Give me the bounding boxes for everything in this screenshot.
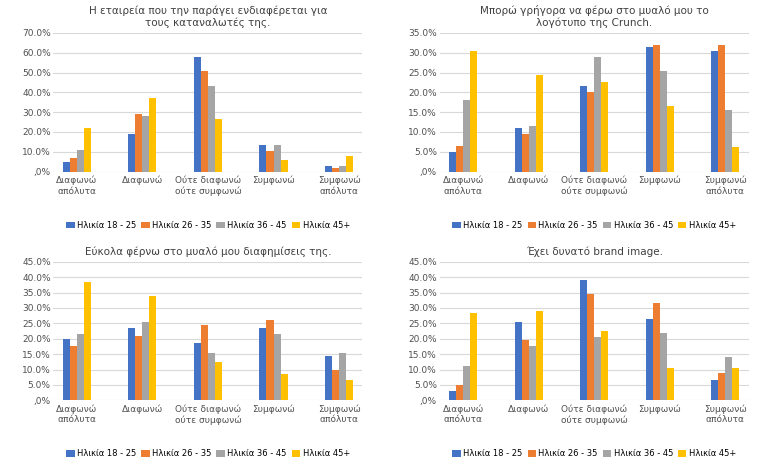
- Bar: [77, 150, 84, 171]
- Bar: [594, 337, 601, 400]
- Bar: [332, 370, 339, 400]
- Legend: Ηλικία 18 - 25, Ηλικία 26 - 35, Ηλικία 36 - 45, Ηλικία 45+: Ηλικία 18 - 25, Ηλικία 26 - 35, Ηλικία 3…: [449, 446, 740, 462]
- Bar: [536, 74, 542, 171]
- Bar: [215, 119, 222, 171]
- Bar: [346, 156, 353, 171]
- Bar: [84, 128, 91, 171]
- Bar: [274, 145, 280, 171]
- Bar: [667, 368, 674, 400]
- Bar: [208, 353, 215, 400]
- Bar: [267, 320, 274, 400]
- Bar: [718, 373, 725, 400]
- Bar: [63, 339, 70, 400]
- Bar: [142, 322, 150, 400]
- Bar: [84, 282, 91, 400]
- Bar: [711, 51, 718, 171]
- Bar: [135, 336, 142, 400]
- Bar: [346, 380, 353, 400]
- Bar: [470, 313, 478, 400]
- Legend: Ηλικία 18 - 25, Ηλικία 26 - 35, Ηλικία 36 - 45, Ηλικία 45+: Ηλικία 18 - 25, Ηλικία 26 - 35, Ηλικία 3…: [63, 217, 353, 233]
- Bar: [463, 100, 470, 171]
- Bar: [652, 303, 660, 400]
- Bar: [660, 333, 667, 400]
- Bar: [274, 334, 280, 400]
- Title: Εύκολα φέρνω στο μυαλό μου διαφημίσεις της.: Εύκολα φέρνω στο μυαλό μου διαφημίσεις τ…: [85, 246, 332, 257]
- Bar: [667, 106, 674, 171]
- Bar: [339, 166, 346, 171]
- Bar: [660, 71, 667, 171]
- Bar: [128, 134, 135, 171]
- Bar: [594, 57, 601, 171]
- Bar: [449, 152, 456, 171]
- Bar: [470, 51, 478, 171]
- Bar: [718, 45, 725, 171]
- Bar: [128, 328, 135, 400]
- Bar: [529, 126, 536, 171]
- Bar: [725, 357, 733, 400]
- Bar: [70, 347, 77, 400]
- Bar: [77, 334, 84, 400]
- Bar: [646, 319, 652, 400]
- Bar: [215, 362, 222, 400]
- Bar: [449, 391, 456, 400]
- Bar: [652, 45, 660, 171]
- Legend: Ηλικία 18 - 25, Ηλικία 26 - 35, Ηλικία 36 - 45, Ηλικία 45+: Ηλικία 18 - 25, Ηλικία 26 - 35, Ηλικία 3…: [63, 446, 353, 462]
- Bar: [280, 374, 287, 400]
- Bar: [515, 322, 522, 400]
- Bar: [260, 145, 267, 171]
- Bar: [194, 57, 201, 171]
- Bar: [588, 294, 594, 400]
- Bar: [580, 87, 588, 171]
- Bar: [339, 353, 346, 400]
- Bar: [515, 128, 522, 171]
- Bar: [150, 296, 157, 400]
- Bar: [201, 71, 208, 171]
- Bar: [463, 366, 470, 400]
- Bar: [456, 146, 463, 171]
- Bar: [194, 343, 201, 400]
- Title: Μπορώ γρήγορα να φέρω στο μυαλό μου το
λογότυπο της Crunch.: Μπορώ γρήγορα να φέρω στο μυαλό μου το λ…: [480, 5, 708, 28]
- Bar: [325, 356, 332, 400]
- Bar: [150, 98, 157, 171]
- Bar: [536, 311, 542, 400]
- Bar: [529, 347, 536, 400]
- Bar: [711, 380, 718, 400]
- Title: Η εταιρεία που την παράγει ενδιαφέρεται για
τους καταναλωτές της.: Η εταιρεία που την παράγει ενδιαφέρεται …: [89, 5, 327, 28]
- Bar: [522, 340, 529, 400]
- Bar: [260, 328, 267, 400]
- Bar: [733, 368, 740, 400]
- Bar: [601, 331, 608, 400]
- Bar: [733, 147, 740, 171]
- Legend: Ηλικία 18 - 25, Ηλικία 26 - 35, Ηλικία 36 - 45, Ηλικία 45+: Ηλικία 18 - 25, Ηλικία 26 - 35, Ηλικία 3…: [449, 217, 740, 233]
- Bar: [456, 385, 463, 400]
- Bar: [646, 47, 652, 171]
- Bar: [588, 92, 594, 171]
- Bar: [522, 134, 529, 171]
- Bar: [332, 168, 339, 171]
- Bar: [135, 114, 142, 171]
- Bar: [601, 82, 608, 171]
- Bar: [280, 160, 287, 171]
- Bar: [201, 325, 208, 400]
- Bar: [63, 162, 70, 171]
- Bar: [580, 280, 588, 400]
- Title: Έχει δυνατό brand image.: Έχει δυνατό brand image.: [526, 246, 662, 257]
- Bar: [725, 110, 733, 171]
- Bar: [267, 151, 274, 171]
- Bar: [70, 158, 77, 171]
- Bar: [142, 116, 150, 171]
- Bar: [208, 87, 215, 171]
- Bar: [325, 166, 332, 171]
